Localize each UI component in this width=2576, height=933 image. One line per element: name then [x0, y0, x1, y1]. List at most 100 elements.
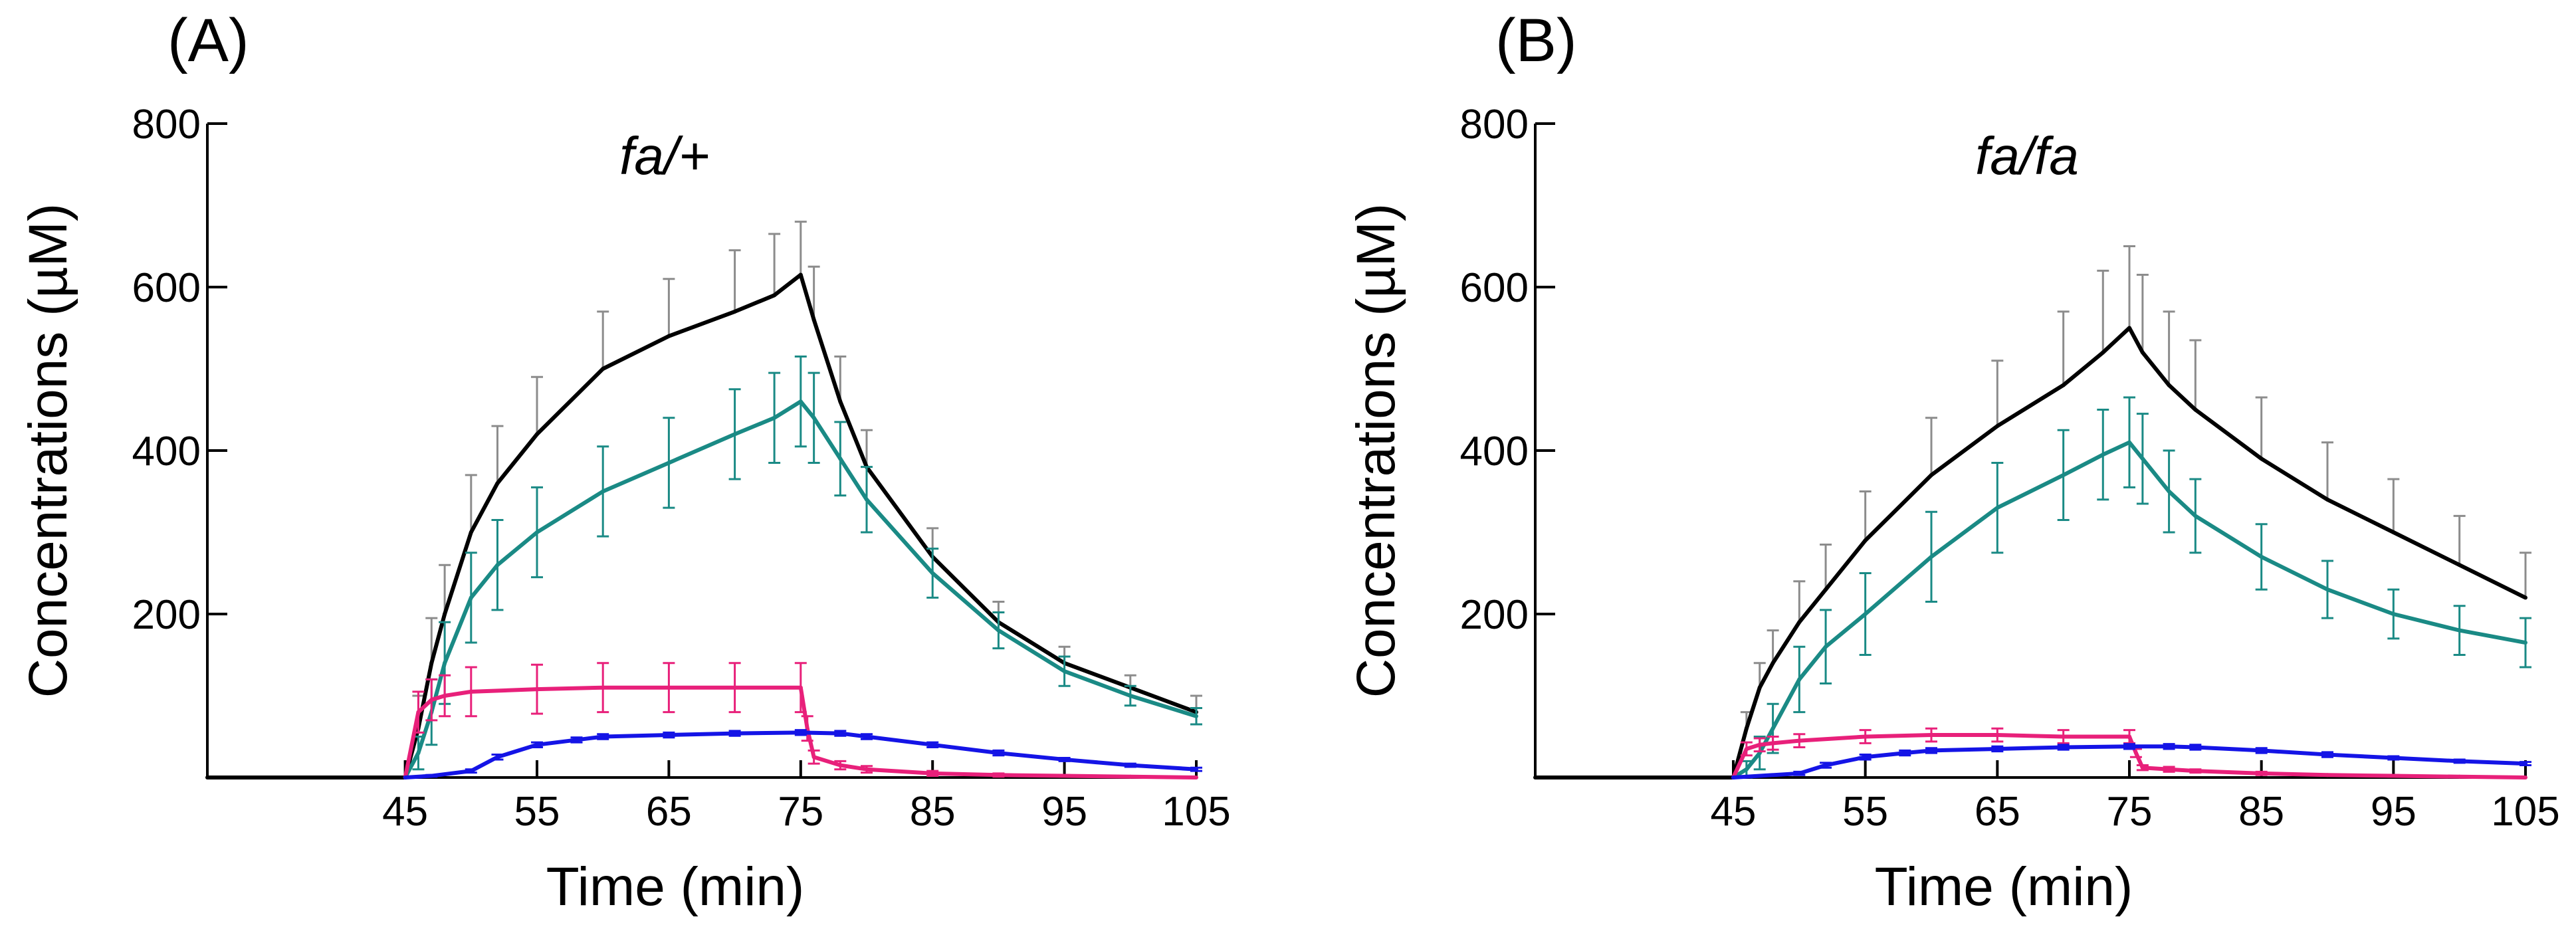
- point-pink: [2193, 769, 2198, 774]
- point-teal: [2523, 641, 2527, 645]
- point-black: [2193, 407, 2198, 412]
- point-pink: [2127, 734, 2131, 739]
- point-pink: [1062, 774, 1067, 778]
- y-tick-label: 200: [1460, 592, 1529, 638]
- point-black: [1757, 685, 1762, 690]
- point-teal: [1797, 677, 1802, 682]
- point-teal: [1863, 612, 1868, 616]
- point-blue: [2127, 744, 2131, 749]
- point-blue: [574, 738, 579, 742]
- point-teal: [732, 432, 737, 437]
- point-blue: [2325, 752, 2329, 757]
- x-tick-label: 95: [1041, 789, 1087, 835]
- point-blue: [469, 769, 473, 774]
- point-teal: [2140, 457, 2145, 461]
- point-pink: [2523, 776, 2527, 779]
- point-black: [667, 334, 671, 338]
- point-teal: [1995, 506, 2000, 510]
- line-teal: [403, 399, 1197, 779]
- point-black: [601, 367, 605, 371]
- x-tick-label: 95: [2371, 789, 2416, 835]
- point-black: [2140, 350, 2145, 355]
- point-teal: [2127, 440, 2131, 445]
- y-tick-label: 800: [132, 102, 201, 148]
- point-teal: [2193, 514, 2198, 518]
- point-teal: [495, 563, 500, 568]
- series-pink: [1731, 727, 2527, 779]
- series-black: [205, 272, 1198, 779]
- point-teal: [838, 457, 843, 461]
- point-black: [732, 309, 737, 314]
- point-pink: [2140, 766, 2145, 770]
- x-tick-label: 65: [1975, 789, 2020, 835]
- point-pink: [416, 710, 421, 714]
- point-blue: [403, 776, 407, 779]
- point-blue: [535, 742, 539, 747]
- point-pink: [2457, 774, 2462, 779]
- point-teal: [443, 661, 447, 665]
- point-black: [798, 272, 803, 277]
- point-black: [1771, 661, 1775, 665]
- point-black: [2325, 497, 2329, 502]
- x-tick-label: 85: [910, 789, 956, 835]
- chart-title: fa/fa: [1975, 126, 2079, 185]
- panel-a: (A) fa/+ 200 400 600 800 45 55 65 75 85 95 105 Concen…: [18, 7, 1231, 917]
- point-teal: [535, 530, 539, 534]
- point-blue: [1929, 748, 1933, 753]
- point-blue: [732, 731, 737, 736]
- point-black: [2127, 326, 2131, 330]
- point-teal: [1062, 669, 1067, 674]
- point-black: [1744, 726, 1749, 731]
- point-blue: [1863, 755, 1868, 760]
- y-axis-title: Concentrations (µM): [1346, 203, 1406, 698]
- point-black: [2101, 350, 2105, 355]
- point-blue: [2523, 762, 2527, 766]
- y-tick-label: 200: [132, 592, 201, 638]
- point-black: [443, 612, 447, 616]
- point-blue: [1797, 771, 1802, 776]
- y-axis-title: Concentrations (µM): [18, 203, 78, 698]
- point-pink: [838, 763, 843, 768]
- point-blue: [930, 742, 935, 747]
- point-pink: [535, 687, 539, 692]
- point-teal: [1744, 767, 1749, 772]
- point-pink: [2325, 773, 2329, 778]
- point-teal: [416, 751, 421, 756]
- point-pink: [732, 685, 737, 690]
- point-pink: [930, 771, 935, 776]
- point-black: [2061, 383, 2066, 387]
- point-black: [1929, 472, 1933, 477]
- point-teal: [2391, 612, 2396, 616]
- panel-b: (B) fa/fa 200 400 600 800 45 55 65 75 85 95 105 Conce…: [1346, 7, 2560, 917]
- point-pink: [469, 689, 473, 694]
- point-pink: [798, 685, 803, 690]
- point-blue: [798, 730, 803, 735]
- x-tick-label: 55: [1842, 789, 1888, 835]
- point-pink: [2133, 751, 2138, 756]
- point-black: [389, 776, 394, 779]
- point-pink: [1995, 733, 2000, 738]
- y-tick-label: 800: [1460, 102, 1529, 148]
- chart-title: fa/+: [619, 126, 710, 185]
- series-blue: [403, 729, 1202, 779]
- point-black: [429, 661, 434, 665]
- point-blue: [429, 774, 434, 778]
- x-tick-label: 75: [2107, 789, 2153, 835]
- point-blue: [2259, 748, 2264, 753]
- point-black: [1995, 424, 2000, 429]
- x-tick-label: 105: [1162, 789, 1230, 835]
- x-tick-label: 55: [514, 789, 560, 835]
- point-blue: [2193, 745, 2198, 750]
- point-pink: [2167, 767, 2171, 772]
- point-black: [1797, 620, 1802, 625]
- point-pink: [1863, 734, 1868, 739]
- point-teal: [811, 415, 816, 420]
- line-black: [1535, 326, 2527, 779]
- point-teal: [2101, 453, 2105, 457]
- point-teal: [667, 461, 671, 465]
- point-teal: [996, 628, 1001, 633]
- point-blue: [1731, 776, 1735, 779]
- point-teal: [1929, 554, 1933, 559]
- point-pink: [1757, 742, 1762, 747]
